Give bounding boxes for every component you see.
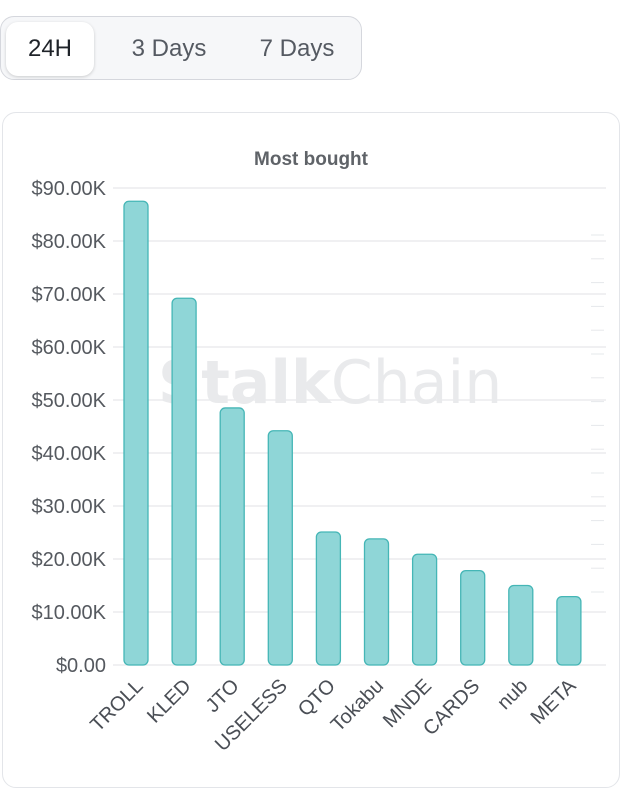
tab-24h[interactable]: 24H [6,22,94,76]
watermark-light: Chain [331,348,502,418]
bar-jto[interactable] [219,407,245,666]
x-tick-label: Tokabu [327,675,388,736]
bar-nub[interactable] [508,584,534,666]
most-bought-chart-card: StalkChain Most bought $0.00 $10.00K $20.0… [2,112,620,788]
bar-meta[interactable] [556,595,582,666]
bar-kled[interactable] [171,297,197,666]
y-tick-label: $10.00K [31,602,106,624]
y-tick-label: $0.00 [56,655,106,677]
bar-troll[interactable] [123,200,149,666]
time-range-tabs: 24H 3 Days 7 Days [0,16,362,80]
bar-tokabu[interactable] [363,538,390,666]
bars [123,200,582,666]
right-axis-ticks [591,234,604,593]
y-tick-label: $60.00K [31,337,106,359]
y-tick-label: $90.00K [31,178,106,200]
x-tick-label: nub [493,675,532,714]
y-tick-label: $80.00K [31,231,106,253]
y-tick-label: $20.00K [31,549,106,571]
bar-cards[interactable] [460,570,486,666]
bar-useless[interactable] [267,430,293,666]
x-tick-label: JTO [202,675,244,717]
bar-chart: StalkChain Most bought $0.00 $10.00K $20.0… [31,149,606,756]
y-tick-label: $40.00K [31,443,106,465]
y-tick-label: $30.00K [31,496,106,518]
tab-7-days[interactable]: 7 Days [259,35,335,62]
tab-3-days[interactable]: 3 Days [131,35,207,62]
y-tick-label: $70.00K [31,284,106,306]
chart-title: Most bought [254,149,369,170]
x-tick-label: KLED [143,675,196,728]
x-tick-label: META [527,675,581,729]
y-tick-label: $50.00K [31,390,106,412]
watermark: StalkChain [158,348,502,418]
x-tick-label: TROLL [86,675,147,736]
bar-qto[interactable] [315,531,342,666]
y-axis-ticks: $0.00 $10.00K $20.00K $30.00K $40.00K $50.00K… [31,178,106,677]
bar-mnde[interactable] [411,553,438,666]
